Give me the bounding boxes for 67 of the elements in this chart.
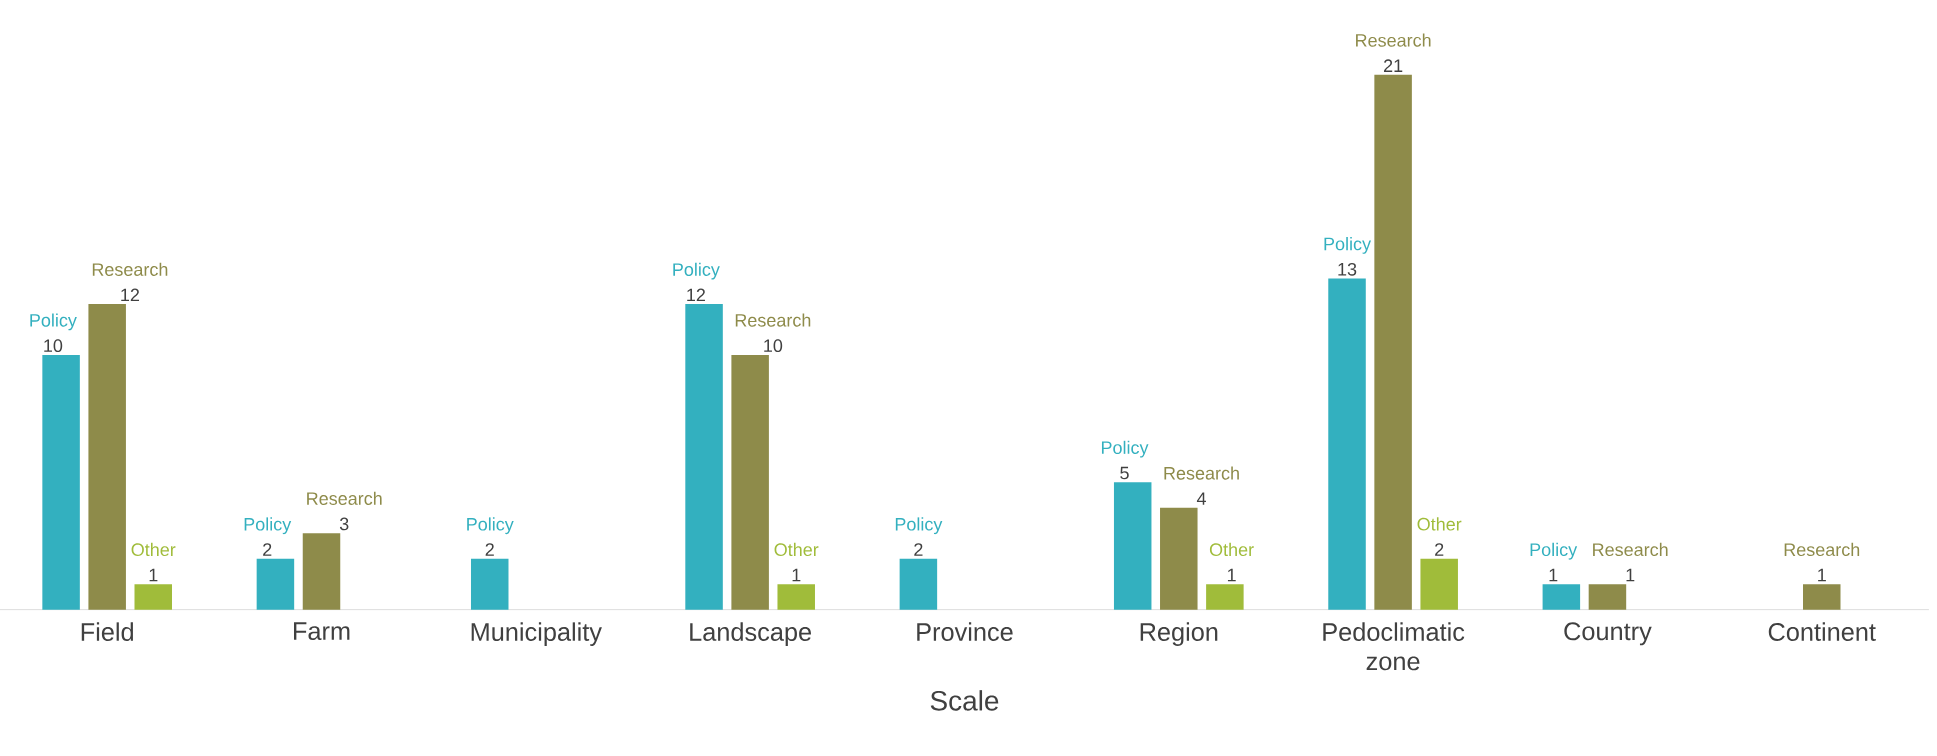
- data-label: 12: [687, 288, 705, 301]
- bar: [1803, 583, 1841, 610]
- data-label: 5: [1120, 466, 1129, 480]
- data-label: 1: [1227, 568, 1236, 582]
- bar: [777, 583, 815, 610]
- data-label: 21: [1384, 59, 1403, 72]
- text: Research: [1164, 466, 1239, 480]
- text: Research: [1356, 33, 1431, 47]
- text: Other: [1417, 517, 1462, 531]
- x-tick-label: Landscape: [690, 622, 811, 646]
- series-label: Other: [1209, 542, 1254, 556]
- bar: [88, 303, 126, 610]
- text: Policy: [895, 517, 943, 534]
- bar: [302, 533, 341, 610]
- data-label: 10: [764, 339, 783, 352]
- text: Other: [774, 542, 819, 556]
- text: Policy: [244, 517, 292, 534]
- text: Policy: [1324, 236, 1372, 254]
- data-label: 2: [914, 543, 923, 556]
- x-tick-label: Country: [1564, 622, 1652, 646]
- bar: [42, 354, 80, 610]
- text: Policy: [673, 262, 720, 280]
- x-tick-label: Farm: [294, 622, 350, 640]
- bar: [1328, 278, 1366, 610]
- bar: [1374, 74, 1412, 610]
- text: Research: [1593, 542, 1668, 556]
- series-label: Research: [92, 262, 168, 276]
- bar: [1160, 507, 1198, 610]
- data-label: 3: [339, 517, 349, 531]
- data-label: 1: [1549, 568, 1558, 582]
- bar: [1420, 558, 1458, 610]
- bar: [1113, 482, 1152, 610]
- data-label: 2: [1435, 543, 1444, 556]
- x-tick-label: Municipality: [471, 622, 602, 646]
- x-tick-label: Continent: [1768, 622, 1876, 641]
- x-axis-title: Scale: [930, 689, 999, 711]
- data-label: 1: [1818, 568, 1826, 582]
- bar: [1206, 583, 1244, 610]
- text: Research: [735, 313, 811, 327]
- text: Research: [307, 491, 382, 505]
- text: Policy: [1101, 440, 1149, 458]
- data-label: 12: [121, 288, 140, 301]
- text: Policy: [467, 517, 514, 534]
- x-tick-label: Pedoclimatic zone: [1323, 622, 1465, 671]
- text: Other: [131, 542, 176, 556]
- x-tick-label: Province: [917, 622, 1013, 641]
- bar: [685, 303, 723, 610]
- data-label: 1: [149, 568, 158, 582]
- bar: [134, 583, 173, 610]
- bar: [256, 558, 295, 610]
- data-label: 4: [1196, 492, 1206, 505]
- text: Research: [1784, 542, 1860, 556]
- data-label: 2: [485, 543, 494, 556]
- text: Policy: [30, 313, 77, 331]
- series-label: Policy: [1530, 542, 1578, 560]
- data-label: 2: [263, 543, 272, 556]
- bar: [1588, 583, 1627, 610]
- bar: [899, 558, 938, 610]
- bar: [470, 558, 509, 610]
- bar: [731, 354, 769, 610]
- data-label: 1: [1626, 568, 1635, 582]
- data-label: 13: [1338, 262, 1357, 276]
- bar: [1542, 583, 1581, 610]
- x-tick-label: Region: [1140, 622, 1218, 646]
- data-label: 10: [44, 339, 63, 352]
- data-label: 1: [792, 568, 801, 582]
- x-tick-label: Field: [81, 622, 133, 641]
